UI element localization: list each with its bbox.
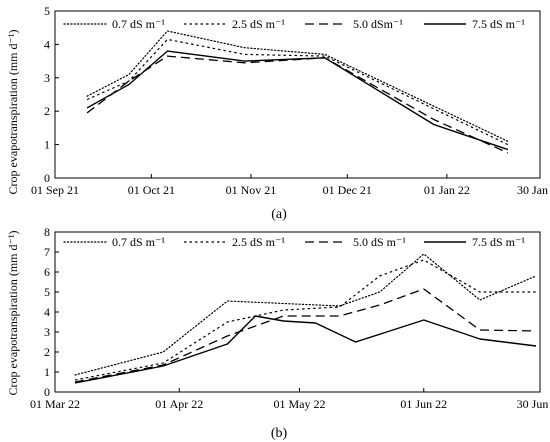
legend-label: 7.5 dS m⁻¹	[472, 235, 525, 249]
x-tick-label: 01 Sep 21	[31, 183, 79, 197]
series-line	[74, 288, 537, 383]
y-axis-label-a: Crop evapotranspiration (mm d⁻¹)	[6, 30, 20, 195]
legend-label: 5.0 dS m⁻¹	[353, 235, 406, 249]
x-tick-label: 01 Mar 22	[30, 397, 80, 411]
chart-panel-a: 0 1 2 3 4 5 01 Sep 21 01 Oct 21 01 Nov 21 01 Dec …	[31, 4, 550, 197]
series-line	[86, 50, 509, 151]
ylabel-a: Crop evapotranspiration (mm d⁻¹)	[6, 30, 20, 195]
y-tick-label: 8	[44, 225, 50, 239]
y-tick-label: 1	[44, 138, 50, 152]
x-tick-label: 01 May 22	[274, 397, 326, 411]
plot-frame	[54, 231, 541, 393]
y-tick-label: 3	[44, 325, 50, 339]
y-tick-label: 2	[44, 345, 50, 359]
y-tick-label: 0	[44, 385, 50, 399]
x-tick-label: 01 Nov 21	[226, 183, 277, 197]
legend-label: 0.7 dS m⁻¹	[112, 17, 165, 31]
legend-label: 0.7 dS m⁻¹	[112, 235, 165, 249]
legend-label: 5.0 dSm⁻¹	[353, 17, 403, 31]
plot-frame	[54, 10, 541, 179]
panel-label-b: (b)	[271, 426, 288, 441]
y-tick-label: 4	[44, 305, 50, 319]
y-tick-label: 7	[44, 245, 50, 259]
series-line	[74, 315, 537, 384]
x-tick-label: 30 Jan 22	[517, 183, 550, 197]
y-tick-label: 2	[44, 104, 50, 118]
y-tick-label: 3	[44, 71, 50, 85]
y-tick-label: 6	[44, 265, 50, 279]
y-axis-label-b: Crop evapotranspiration (mm d⁻¹)	[6, 231, 20, 396]
legend-label: 2.5 dS m⁻¹	[232, 17, 285, 31]
x-tick-label: 30 Jun 22	[517, 397, 550, 411]
series-line	[74, 253, 537, 376]
series-line	[74, 259, 536, 381]
y-tick-label: 1	[44, 365, 50, 379]
panel-label-a: (a)	[271, 207, 287, 222]
legend-label: 2.5 dS m⁻¹	[232, 235, 285, 249]
chart-panel-b: 0 1 2 3 4 5 6 7 8 01 Mar 22 01 Apr 22 01 May 22 01 J…	[30, 225, 550, 411]
x-tick-label: 01 Dec 21	[323, 183, 372, 197]
y-tick-label: 5	[44, 285, 50, 299]
ylabel-b: Crop evapotranspiration (mm d⁻¹)	[6, 231, 20, 396]
y-tick-label: 4	[44, 37, 50, 51]
x-tick-label: 01 Jan 22	[424, 183, 470, 197]
x-tick-label: 01 Oct 21	[128, 183, 175, 197]
y-tick-label: 0	[44, 171, 50, 185]
legend-label: 7.5 dS m⁻¹	[472, 17, 525, 31]
series-line	[86, 55, 509, 154]
x-tick-label: 01 Apr 22	[155, 397, 203, 411]
x-tick-label: 01 Jun 22	[400, 397, 447, 411]
y-tick-label: 5	[44, 4, 50, 18]
